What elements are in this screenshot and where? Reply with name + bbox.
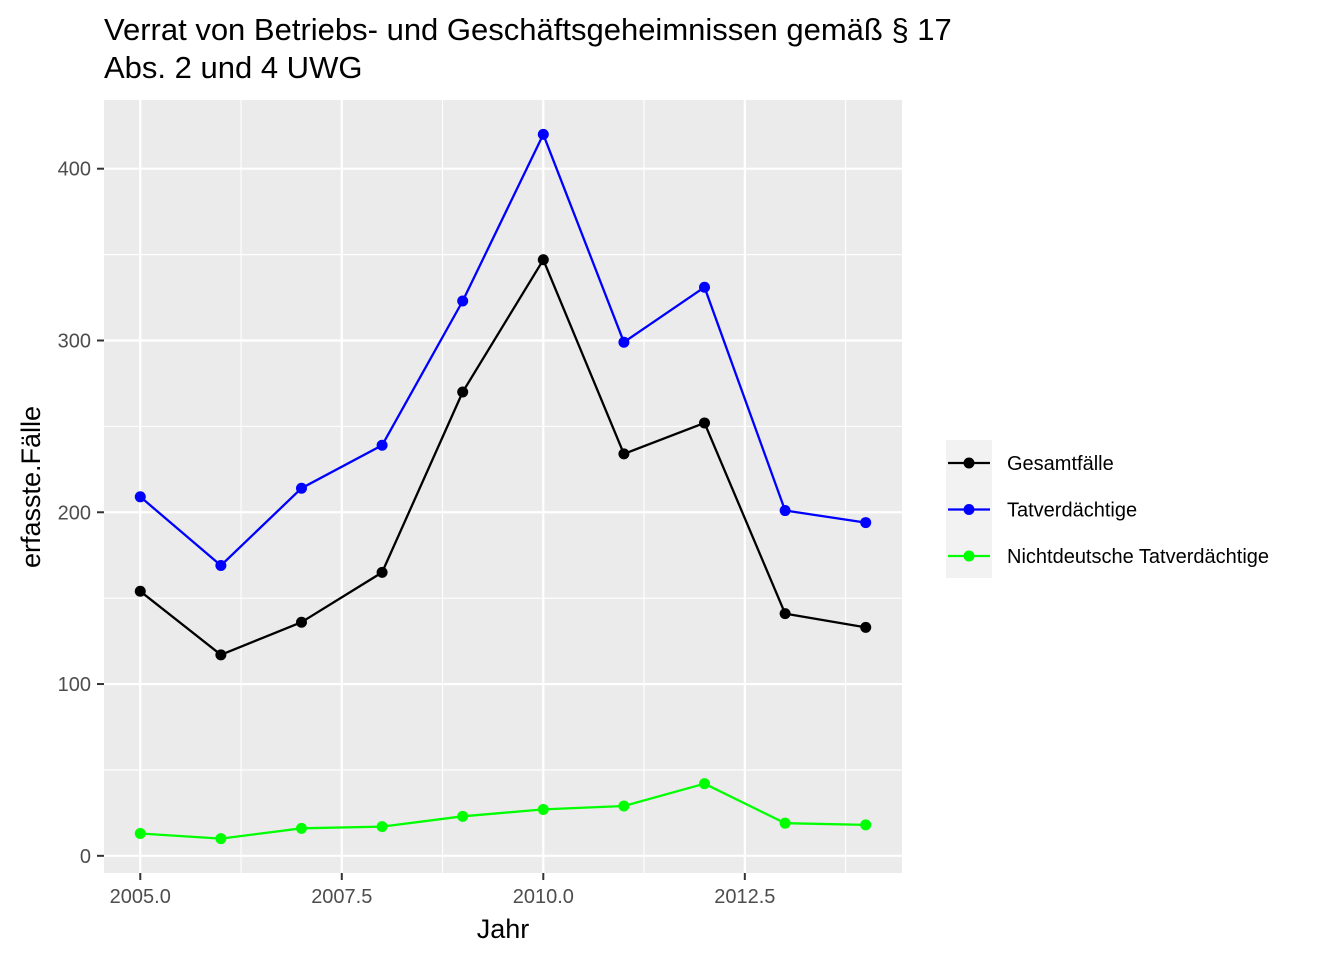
series-2-point [618,336,630,348]
x-tick-label: 2005.0 [110,886,171,908]
x-axis-label: Jahr [477,914,530,944]
series-1-point [215,649,227,661]
legend-key-point [963,504,975,515]
grid-major [104,100,902,873]
series-2-point [215,560,227,572]
series-3-point [618,800,630,812]
series-1-point [295,616,307,628]
series-2-line [139,133,866,567]
series-3-point [376,821,388,833]
grid-minor [104,100,902,873]
series-3-point [215,833,227,845]
y-tick-label: 100 [58,674,91,696]
series-1-point [860,621,872,633]
series-2-point [295,482,307,494]
chart-title: Verrat von Betriebs- und Geschäftsgeheim… [104,12,952,85]
chart-title-line1: Verrat von Betriebs- und Geschäftsgeheim… [104,12,952,47]
series-1-point [134,585,146,597]
series-1-line [139,258,866,656]
series-2-point [699,281,711,293]
series-layer [134,128,872,845]
series-3-point [779,817,791,829]
series-3-line [140,782,866,840]
chart-title-line2: Abs. 2 und 4 UWG [104,50,362,85]
legend: Gesamtfälle Tatverdächtige Nichtdeutsche T… [946,440,1269,578]
legend-item: Gesamtfälle [948,453,1114,475]
legend-label: Gesamtfälle [1007,453,1114,475]
series-3-point [537,803,549,815]
series-2-point [860,517,872,529]
y-tick-label: 300 [58,330,91,352]
series-2-point [376,439,388,451]
y-tick-label: 0 [80,846,91,868]
series-3-point [457,810,469,822]
series-3-point [134,827,146,839]
y-axis-label: erfasste.Fälle [16,406,46,568]
x-tick-label: 2012.5 [714,886,775,908]
series-1-point [699,417,711,429]
x-axis: 2005.0 2007.5 2010.0 2012.5 [110,873,775,908]
series-1-point [376,566,388,578]
y-tick-label: 400 [58,159,91,181]
plot-panel [104,100,902,873]
series-2-point [779,505,791,517]
legend-key-point [963,550,975,562]
legend-key-point [963,457,975,469]
legend-item: Tatverdächtige [948,500,1137,522]
series-1-point [457,386,469,398]
series-2-point [457,295,469,307]
x-tick-label: 2007.5 [311,886,372,908]
series-3-point [860,819,872,831]
series-2-point [134,491,146,503]
legend-label: Tatverdächtige [1007,500,1137,522]
series-1-point [618,448,630,460]
legend-item: Nichtdeutsche Tatverdächtige [948,546,1269,568]
legend-label: Nichtdeutsche Tatverdächtige [1007,546,1269,568]
series-3-point [295,822,307,834]
series-3-point [699,778,711,790]
series-2-point [537,128,549,140]
series-1-point [537,254,549,266]
y-axis: 0 100 200 300 400 [58,159,104,868]
series-1-point [779,608,791,620]
y-tick-label: 200 [58,502,91,524]
x-tick-label: 2010.0 [513,886,574,908]
